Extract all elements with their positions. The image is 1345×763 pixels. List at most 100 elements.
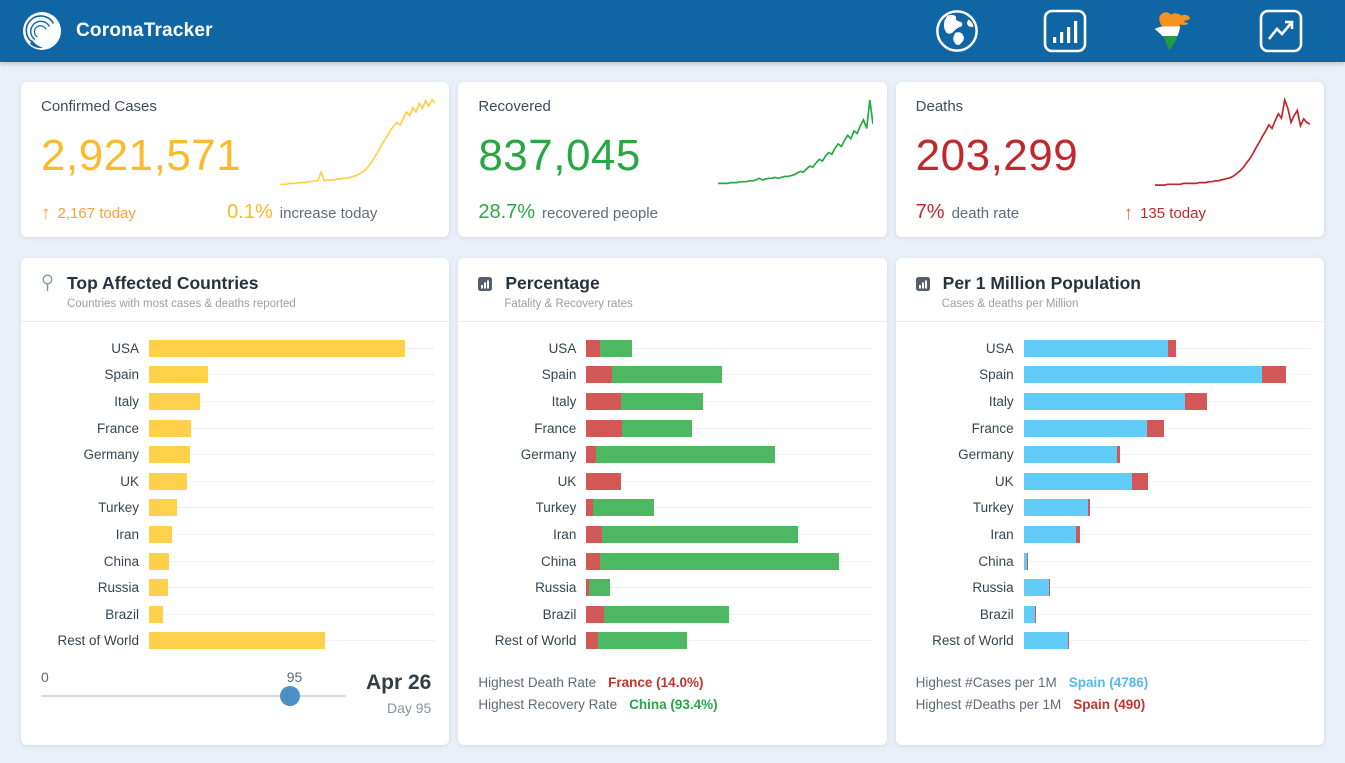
today-stat: ↑ 135 today bbox=[1124, 202, 1206, 224]
country-label: Brazil bbox=[542, 606, 577, 622]
fatality-rate--bar[interactable] bbox=[586, 499, 593, 517]
rate-label: death rate bbox=[951, 205, 1020, 222]
deaths-per-1m-bar[interactable] bbox=[1168, 339, 1177, 357]
fatality-rate--bar[interactable] bbox=[586, 632, 598, 650]
confirmed-cases-relative-of-max--bar[interactable] bbox=[149, 446, 190, 464]
cases-per-1m-bar[interactable] bbox=[1023, 392, 1185, 410]
trend-icon[interactable] bbox=[1257, 7, 1305, 55]
today-text: 2,167 today bbox=[57, 205, 136, 222]
deaths-per-1m-bar[interactable] bbox=[1132, 472, 1148, 490]
panel-per-1-million: Per 1 Million Population Cases & deaths … bbox=[895, 258, 1324, 745]
bar-track bbox=[1023, 419, 1311, 437]
brand[interactable]: CoronaTracker bbox=[22, 11, 213, 51]
up-arrow-icon: ↑ bbox=[1123, 203, 1134, 224]
slider-thumb[interactable] bbox=[279, 686, 300, 706]
deaths-per-1m-bar[interactable] bbox=[1087, 499, 1090, 517]
cases-per-1m-bar[interactable] bbox=[1023, 339, 1169, 357]
confirmed-cases-relative-of-max--bar[interactable] bbox=[149, 392, 201, 410]
confirmed-cases-relative-of-max--bar[interactable] bbox=[149, 579, 169, 597]
recovery-rate--bar[interactable] bbox=[602, 525, 798, 543]
cases-per-1m-bar[interactable] bbox=[1023, 552, 1027, 570]
country-label: Iran bbox=[553, 526, 577, 542]
deaths-per-1m-bar[interactable] bbox=[1261, 366, 1287, 384]
highlight-label: Highest #Deaths per 1M bbox=[915, 697, 1062, 712]
chart-row: Italy bbox=[478, 388, 873, 415]
country-label: Russia bbox=[535, 580, 577, 596]
confirmed-cases-relative-of-max--bar[interactable] bbox=[149, 419, 192, 437]
confirmed-cases-relative-of-max--bar[interactable] bbox=[149, 499, 178, 517]
chart-row: Germany bbox=[478, 441, 873, 468]
cases-per-1m-bar[interactable] bbox=[1023, 499, 1088, 517]
recovery-rate--bar[interactable] bbox=[592, 499, 655, 517]
bar-chart-icon[interactable] bbox=[1041, 7, 1089, 55]
recovery-rate--bar[interactable] bbox=[596, 446, 775, 464]
country-label: China bbox=[103, 553, 139, 569]
selected-date: Apr 26 bbox=[365, 671, 432, 694]
recovery-rate--bar[interactable] bbox=[620, 392, 703, 410]
recovery-rate--bar[interactable] bbox=[600, 552, 840, 570]
cases-per-1m-bar[interactable] bbox=[1023, 605, 1036, 623]
fatality-rate--bar[interactable] bbox=[586, 525, 603, 543]
cases-per-1m-bar[interactable] bbox=[1023, 419, 1147, 437]
card-title: Recovered bbox=[478, 98, 551, 115]
cases-per-1m-bar[interactable] bbox=[1023, 525, 1077, 543]
recovery-rate--bar[interactable] bbox=[603, 605, 729, 623]
confirmed-cases-relative-of-max--bar[interactable] bbox=[149, 552, 170, 570]
confirmed-cases-relative-of-max--bar[interactable] bbox=[149, 632, 326, 650]
chart-row: UK bbox=[478, 468, 873, 495]
recovery-rate--bar[interactable] bbox=[622, 419, 693, 437]
nav-icons bbox=[933, 7, 1305, 55]
globe-icon[interactable] bbox=[933, 7, 981, 55]
chart-row: France bbox=[41, 415, 436, 442]
cases-per-1m-bar[interactable] bbox=[1023, 366, 1262, 384]
country-label: China bbox=[541, 553, 577, 569]
recovery-rate--bar[interactable] bbox=[611, 366, 722, 384]
deaths-per-1m-bar[interactable] bbox=[1146, 419, 1165, 437]
percentage-chart: USA Spain Italy France Germany UK Turkey Iran Ch… bbox=[458, 322, 886, 663]
confirmed-cases-relative-of-max--bar[interactable] bbox=[149, 366, 208, 384]
fatality-rate--bar[interactable] bbox=[586, 579, 589, 597]
fatality-rate--bar[interactable] bbox=[586, 392, 621, 410]
deaths-per-1m-bar[interactable] bbox=[1076, 525, 1080, 543]
country-label: Italy bbox=[114, 393, 139, 409]
fatality-rate--bar[interactable] bbox=[586, 552, 601, 570]
chart-row: UK bbox=[916, 468, 1311, 495]
recovery-rate--bar[interactable] bbox=[588, 579, 611, 597]
deaths-per-1m-bar[interactable] bbox=[1035, 605, 1037, 623]
cases-per-1m-bar[interactable] bbox=[1023, 579, 1049, 597]
fatality-rate--bar[interactable] bbox=[586, 472, 622, 490]
deaths-per-1m-bar[interactable] bbox=[1184, 392, 1207, 410]
deaths-per-1m-bar[interactable] bbox=[1067, 632, 1070, 650]
deaths-per-1m-bar[interactable] bbox=[1116, 446, 1121, 464]
country-label: Turkey bbox=[535, 500, 577, 516]
chart-row: Spain bbox=[478, 362, 873, 389]
country-label: Germany bbox=[958, 447, 1014, 463]
slider-track[interactable] bbox=[41, 686, 346, 706]
india-map-icon[interactable] bbox=[1149, 7, 1197, 55]
confirmed-cases-relative-of-max--bar[interactable] bbox=[149, 605, 164, 623]
confirmed-cases-relative-of-max--bar[interactable] bbox=[149, 339, 405, 357]
panel-subtitle: Countries with most cases & deaths repor… bbox=[67, 298, 296, 310]
confirmed-count: 2,921,571 bbox=[41, 131, 242, 180]
cases-per-1m-bar[interactable] bbox=[1023, 472, 1133, 490]
panel-title: Per 1 Million Population bbox=[942, 273, 1142, 293]
recovery-rate--bar[interactable] bbox=[600, 339, 633, 357]
cases-per-1m-bar[interactable] bbox=[1023, 446, 1117, 464]
bar-track bbox=[586, 472, 873, 490]
fatality-rate--bar[interactable] bbox=[586, 419, 623, 437]
country-label: Spain bbox=[979, 367, 1014, 383]
bar-track bbox=[1023, 579, 1311, 597]
country-label: Iran bbox=[115, 526, 139, 542]
fatality-rate--bar[interactable] bbox=[586, 339, 601, 357]
country-label: Spain bbox=[104, 367, 139, 383]
fatality-rate--bar[interactable] bbox=[586, 366, 612, 384]
cases-per-1m-bar[interactable] bbox=[1023, 632, 1068, 650]
bar-track bbox=[149, 392, 436, 410]
confirmed-cases-relative-of-max--bar[interactable] bbox=[149, 472, 188, 490]
recovery-rate--bar[interactable] bbox=[597, 632, 688, 650]
fatality-rate--bar[interactable] bbox=[586, 605, 604, 623]
confirmed-cases-relative-of-max--bar[interactable] bbox=[149, 525, 172, 543]
country-label: UK bbox=[994, 473, 1014, 489]
fatality-rate--bar[interactable] bbox=[586, 446, 597, 464]
country-label: Turkey bbox=[972, 500, 1014, 516]
